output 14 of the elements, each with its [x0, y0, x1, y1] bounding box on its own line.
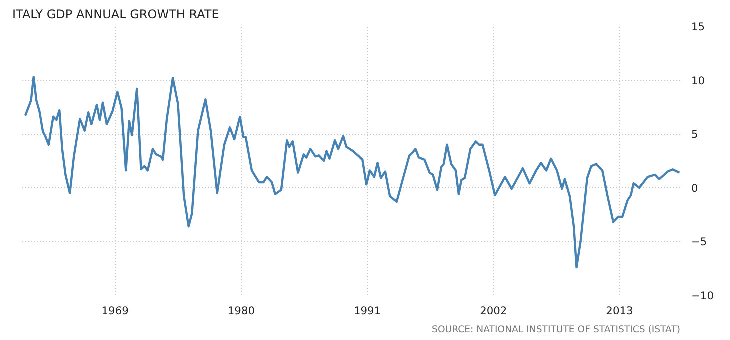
x-tick-label: 2013 [606, 304, 634, 318]
x-tick-label: 2002 [480, 304, 508, 318]
y-tick-label: 0 [692, 182, 698, 195]
x-tick-label: 1980 [228, 304, 256, 318]
line-series [24, 76, 680, 269]
y-tick-label: 15 [692, 20, 706, 34]
y-tick-label: −5 [692, 236, 708, 249]
x-tick-label: 1991 [354, 304, 382, 318]
source-note: SOURCE: NATIONAL INSTITUTE OF STATISTICS (ISTAT) [432, 324, 681, 336]
chart-title: ITALY GDP ANNUAL GROWTH RATE [12, 8, 220, 22]
y-tick-label: −10 [692, 290, 714, 302]
y-tick-label: 5 [692, 128, 698, 142]
y-tick-label: 10 [692, 74, 706, 88]
x-tick-label: 1969 [102, 304, 130, 318]
